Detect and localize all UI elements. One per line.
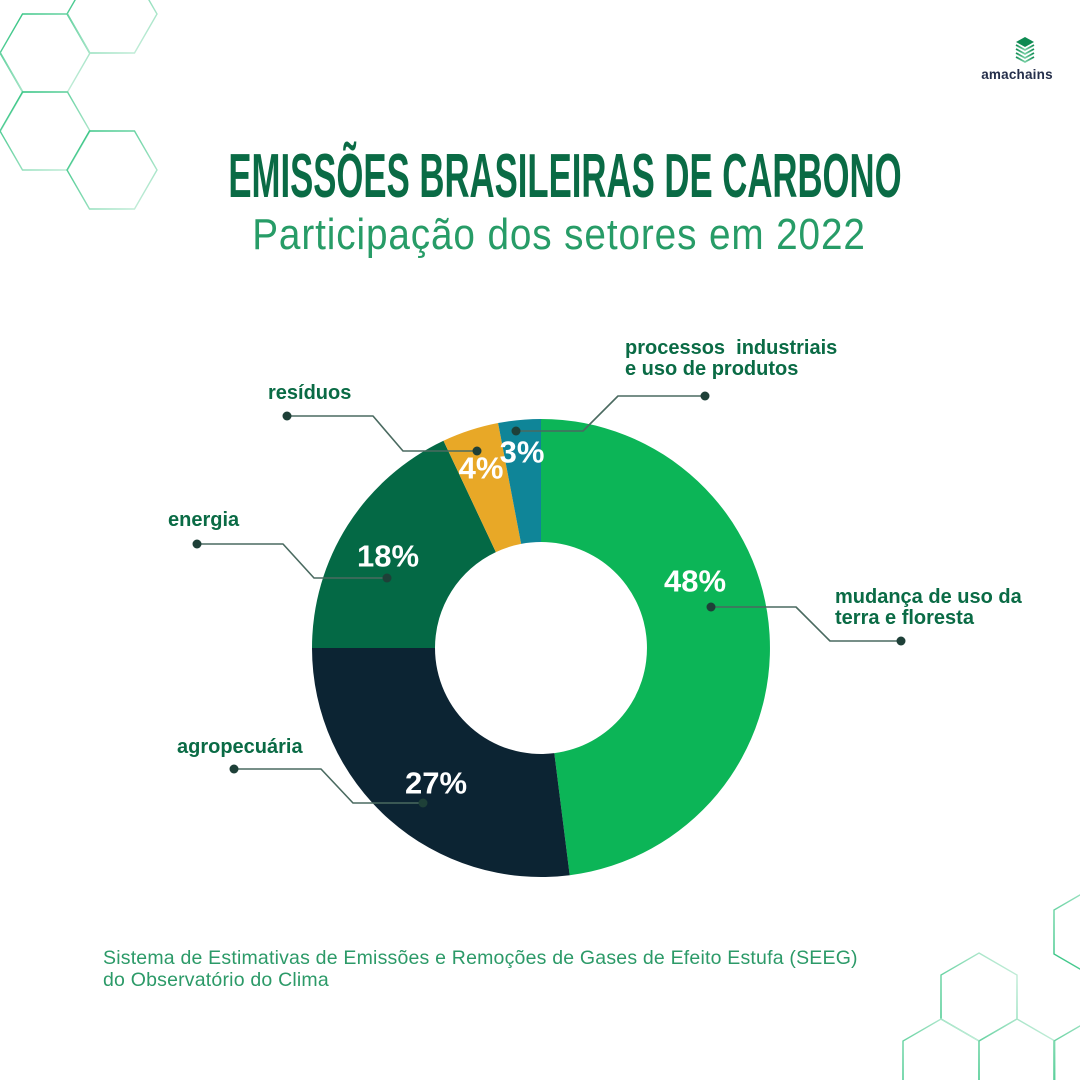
hexagon-decoration-top-left xyxy=(0,0,158,210)
pct-label-energia: 18% xyxy=(356,538,420,574)
donut-segment-4 xyxy=(498,419,541,544)
leader-dot xyxy=(282,411,292,421)
layered-cube-icon xyxy=(1015,37,1035,64)
source-line-1: Sistema de Estimativas de Emissões e Rem… xyxy=(103,947,858,969)
leader-line-energia xyxy=(197,543,387,579)
logo-text: amachains xyxy=(981,67,1053,82)
leader-dot xyxy=(192,539,202,549)
donut-segment-0 xyxy=(541,419,770,876)
pct-label-mudanca: 48% xyxy=(663,563,727,599)
leader-dot xyxy=(418,798,428,808)
page-subtitle: Participação dos setores em 2022 xyxy=(252,210,866,259)
source-line-2: do Observatório do Clima xyxy=(103,969,329,991)
callout-label-mudanca: mudança de uso da terra e floresta xyxy=(835,586,1022,629)
callout-label-energia: energia xyxy=(168,509,240,531)
donut-segment-2 xyxy=(312,440,496,648)
leader-dot xyxy=(229,764,239,774)
leader-dot xyxy=(382,573,392,583)
page-title: EMISSÕES BRASILEIRAS DE CARBONO xyxy=(228,142,902,211)
donut-slices xyxy=(312,419,770,877)
leader-line-processos xyxy=(516,395,705,432)
hexagon-decoration-bottom-right xyxy=(902,894,1080,1080)
pct-label-agropecuaria: 27% xyxy=(404,765,468,801)
leader-lines xyxy=(192,391,906,808)
callout-label-processos: processos industriais e uso de produtos xyxy=(625,337,838,380)
pct-label-processos: 3% xyxy=(499,434,545,470)
donut-segment-1 xyxy=(312,648,570,877)
leader-line-mudanca xyxy=(711,606,901,642)
leader-dot xyxy=(706,602,716,612)
leader-line-agropecuaria xyxy=(234,768,423,804)
donut-segment-3 xyxy=(443,423,522,553)
leader-line-residuos xyxy=(287,415,477,452)
pct-label-residuos: 4% xyxy=(458,450,504,486)
callout-label-residuos: resíduos xyxy=(268,382,352,404)
leader-dot xyxy=(700,391,710,401)
source-note: Sistema de Estimativas de Emissões e Rem… xyxy=(103,947,858,991)
leader-dot xyxy=(472,446,482,456)
leader-dot xyxy=(511,426,521,436)
leader-dot xyxy=(896,636,906,646)
callout-label-agropecuaria: agropecuária xyxy=(177,736,303,758)
